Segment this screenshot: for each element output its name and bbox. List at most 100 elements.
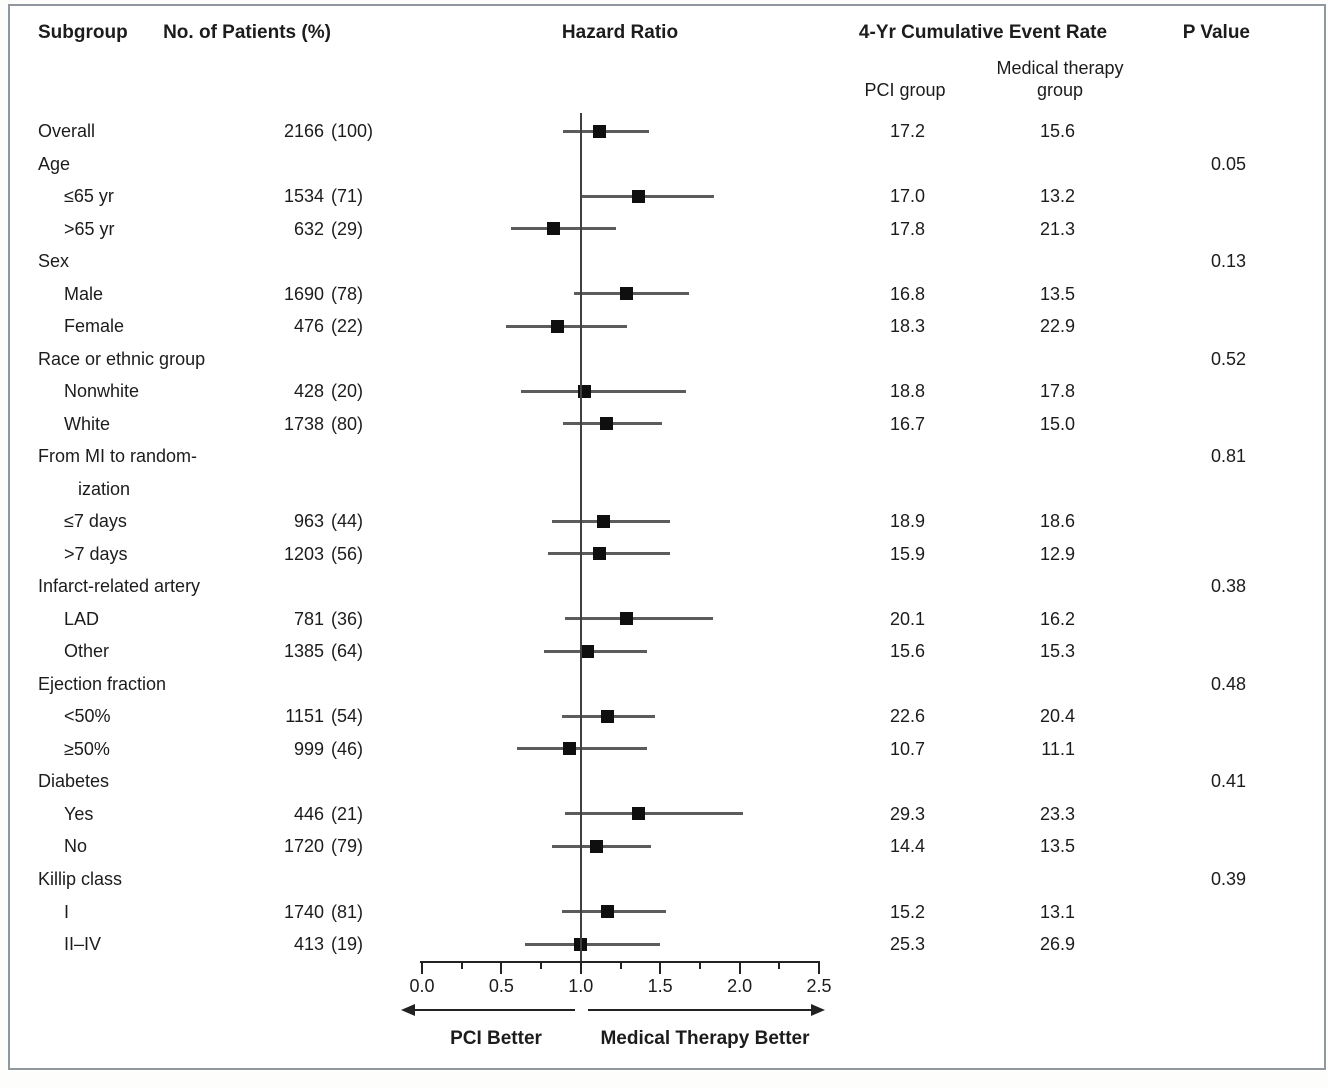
- medical-event-rate: 20.4: [1039, 706, 1075, 727]
- column-header-medical-group-line2: group: [1036, 80, 1084, 100]
- ci-line: [520, 389, 686, 393]
- reference-line: [580, 113, 582, 962]
- medical-event-rate: 18.6: [1039, 511, 1075, 532]
- ci-line: [552, 519, 670, 523]
- p-value: 0.38: [1210, 576, 1246, 597]
- subgroup-label: ization: [78, 478, 131, 499]
- subgroup-label: Nonwhite: [64, 381, 140, 402]
- medical-event-rate: 17.8: [1039, 381, 1075, 402]
- patients-count: 963: [293, 511, 324, 532]
- hr-marker: [631, 807, 645, 821]
- pci-better-arrowhead-icon: [401, 1004, 415, 1016]
- subgroup-label: Race or ethnic group: [38, 348, 206, 369]
- patients-percent: (79): [331, 836, 364, 857]
- medical-event-rate: 11.1: [1041, 738, 1075, 759]
- pci-event-rate: 10.7: [889, 738, 925, 759]
- pci-event-rate: 20.1: [889, 608, 925, 629]
- hr-marker: [547, 222, 561, 236]
- patients-percent: (54): [331, 706, 364, 727]
- hr-marker: [550, 319, 564, 333]
- patients-count: 1203: [283, 543, 324, 564]
- patients-count: 1690: [283, 283, 324, 304]
- x-axis-minor-tick: [619, 961, 622, 969]
- patients-count: 632: [293, 218, 324, 239]
- patients-percent: (80): [331, 413, 364, 434]
- direction-label-right: Medical Therapy Better: [600, 1028, 810, 1049]
- medical-event-rate: 13.2: [1039, 186, 1075, 206]
- patients-percent: (36): [331, 608, 364, 629]
- subgroup-label: <50%: [64, 706, 111, 727]
- x-axis-tick-label: 1.0: [568, 976, 594, 996]
- pci-event-rate: 22.6: [889, 706, 925, 727]
- patients-count: 1534: [283, 186, 324, 206]
- pci-event-rate: 17.8: [889, 218, 925, 239]
- patients-count: 476: [293, 316, 324, 337]
- ci-line: [510, 227, 616, 231]
- patients-percent: (78): [331, 283, 364, 304]
- patients-percent: (22): [331, 316, 364, 337]
- pci-event-rate: 16.7: [889, 413, 925, 434]
- patients-percent: (100): [331, 121, 374, 141]
- pci-event-rate: 18.9: [889, 511, 925, 532]
- subgroup-label: Killip class: [38, 869, 123, 889]
- p-value: 0.81: [1210, 446, 1246, 467]
- medical-event-rate: 13.5: [1039, 283, 1075, 304]
- pci-event-rate: 17.2: [889, 121, 925, 141]
- subgroup-label: ≥50%: [64, 738, 110, 759]
- ci-line: [506, 324, 627, 328]
- x-axis-minor-tick: [778, 961, 781, 969]
- hr-marker: [599, 417, 613, 431]
- subgroup-label: Female: [64, 316, 125, 337]
- pci-event-rate: 17.0: [889, 186, 925, 206]
- ci-line: [517, 747, 648, 751]
- hr-marker: [590, 839, 604, 853]
- subgroup-label: Male: [64, 283, 104, 304]
- patients-count: 1720: [283, 836, 324, 857]
- x-axis-tick-label: 0.5: [488, 976, 514, 996]
- subgroup-label: >7 days: [64, 543, 128, 564]
- ci-line: [544, 649, 648, 653]
- medical-better-arrow-line: [588, 1009, 812, 1011]
- column-header-subgroup: Subgroup: [38, 22, 128, 43]
- column-header-medical-group-line1: Medical therapy: [996, 58, 1124, 78]
- patients-percent: (19): [331, 934, 364, 954]
- pci-event-rate: 15.9: [889, 543, 925, 564]
- hr-marker: [601, 905, 615, 918]
- p-value: 0.13: [1210, 251, 1246, 272]
- patients-count: 2166: [283, 121, 324, 141]
- direction-label-left: PCI Better: [450, 1028, 542, 1049]
- column-header-patients: No. of Patients (%): [163, 22, 331, 43]
- hr-marker: [563, 742, 577, 756]
- x-axis-tick-label: 2.5: [806, 976, 832, 996]
- hr-marker: [620, 287, 634, 301]
- pci-event-rate: 18.8: [889, 381, 925, 402]
- patients-count: 999: [293, 738, 324, 759]
- column-header-pci-group: PCI group: [864, 80, 946, 100]
- pci-event-rate: 15.2: [889, 901, 925, 922]
- pci-event-rate: 15.6: [889, 641, 925, 662]
- medical-event-rate: 16.2: [1039, 608, 1075, 629]
- pci-event-rate: 14.4: [889, 836, 925, 857]
- hr-marker: [593, 124, 607, 138]
- pci-better-arrow-line: [412, 1009, 575, 1011]
- ci-line: [564, 812, 743, 816]
- patients-percent: (46): [331, 738, 364, 759]
- subgroup-label: From MI to random-: [38, 446, 198, 467]
- subgroup-label: Other: [64, 641, 110, 662]
- p-value: 0.52: [1210, 348, 1246, 369]
- x-axis-minor-tick: [698, 961, 701, 969]
- pci-event-rate: 25.3: [889, 934, 925, 954]
- p-value: 0.39: [1210, 869, 1246, 889]
- medical-event-rate: 21.3: [1039, 218, 1075, 239]
- hr-marker: [596, 514, 610, 528]
- patients-count: 1385: [283, 641, 324, 662]
- medical-event-rate: 12.9: [1039, 543, 1075, 564]
- patients-percent: (20): [331, 381, 364, 402]
- subgroup-label: Sex: [38, 251, 70, 272]
- x-axis-major-tick: [738, 961, 741, 974]
- patients-percent: (29): [331, 218, 364, 239]
- hr-marker: [593, 547, 607, 561]
